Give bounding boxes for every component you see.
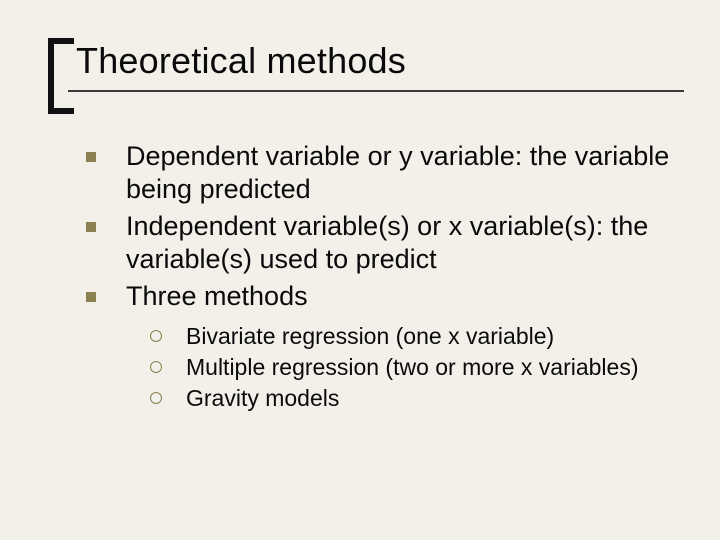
title-underline xyxy=(68,90,684,92)
title-ornament-bottom xyxy=(48,108,74,114)
title-area: Theoretical methods xyxy=(48,40,696,82)
sub-bullet-text: Gravity models xyxy=(186,385,339,411)
bullet-item: Dependent variable or y variable: the va… xyxy=(80,140,700,206)
sub-bullet-item: Gravity models xyxy=(148,383,700,414)
sub-bullet-text: Multiple regression (two or more x varia… xyxy=(186,354,639,380)
sub-bullet-list: Bivariate regression (one x variable) Mu… xyxy=(126,321,700,414)
sub-bullet-item: Multiple regression (two or more x varia… xyxy=(148,352,700,383)
sub-bullet-item: Bivariate regression (one x variable) xyxy=(148,321,700,352)
content-area: Dependent variable or y variable: the va… xyxy=(80,140,700,418)
bullet-text: Dependent variable or y variable: the va… xyxy=(126,141,669,204)
bullet-item: Three methods Bivariate regression (one … xyxy=(80,280,700,414)
slide: Theoretical methods Dependent variable o… xyxy=(0,0,720,540)
slide-title: Theoretical methods xyxy=(76,40,696,82)
bullet-list: Dependent variable or y variable: the va… xyxy=(80,140,700,414)
sub-bullet-text: Bivariate regression (one x variable) xyxy=(186,323,554,349)
bullet-text: Three methods xyxy=(126,281,308,311)
bullet-text: Independent variable(s) or x variable(s)… xyxy=(126,211,648,274)
bullet-item: Independent variable(s) or x variable(s)… xyxy=(80,210,700,276)
